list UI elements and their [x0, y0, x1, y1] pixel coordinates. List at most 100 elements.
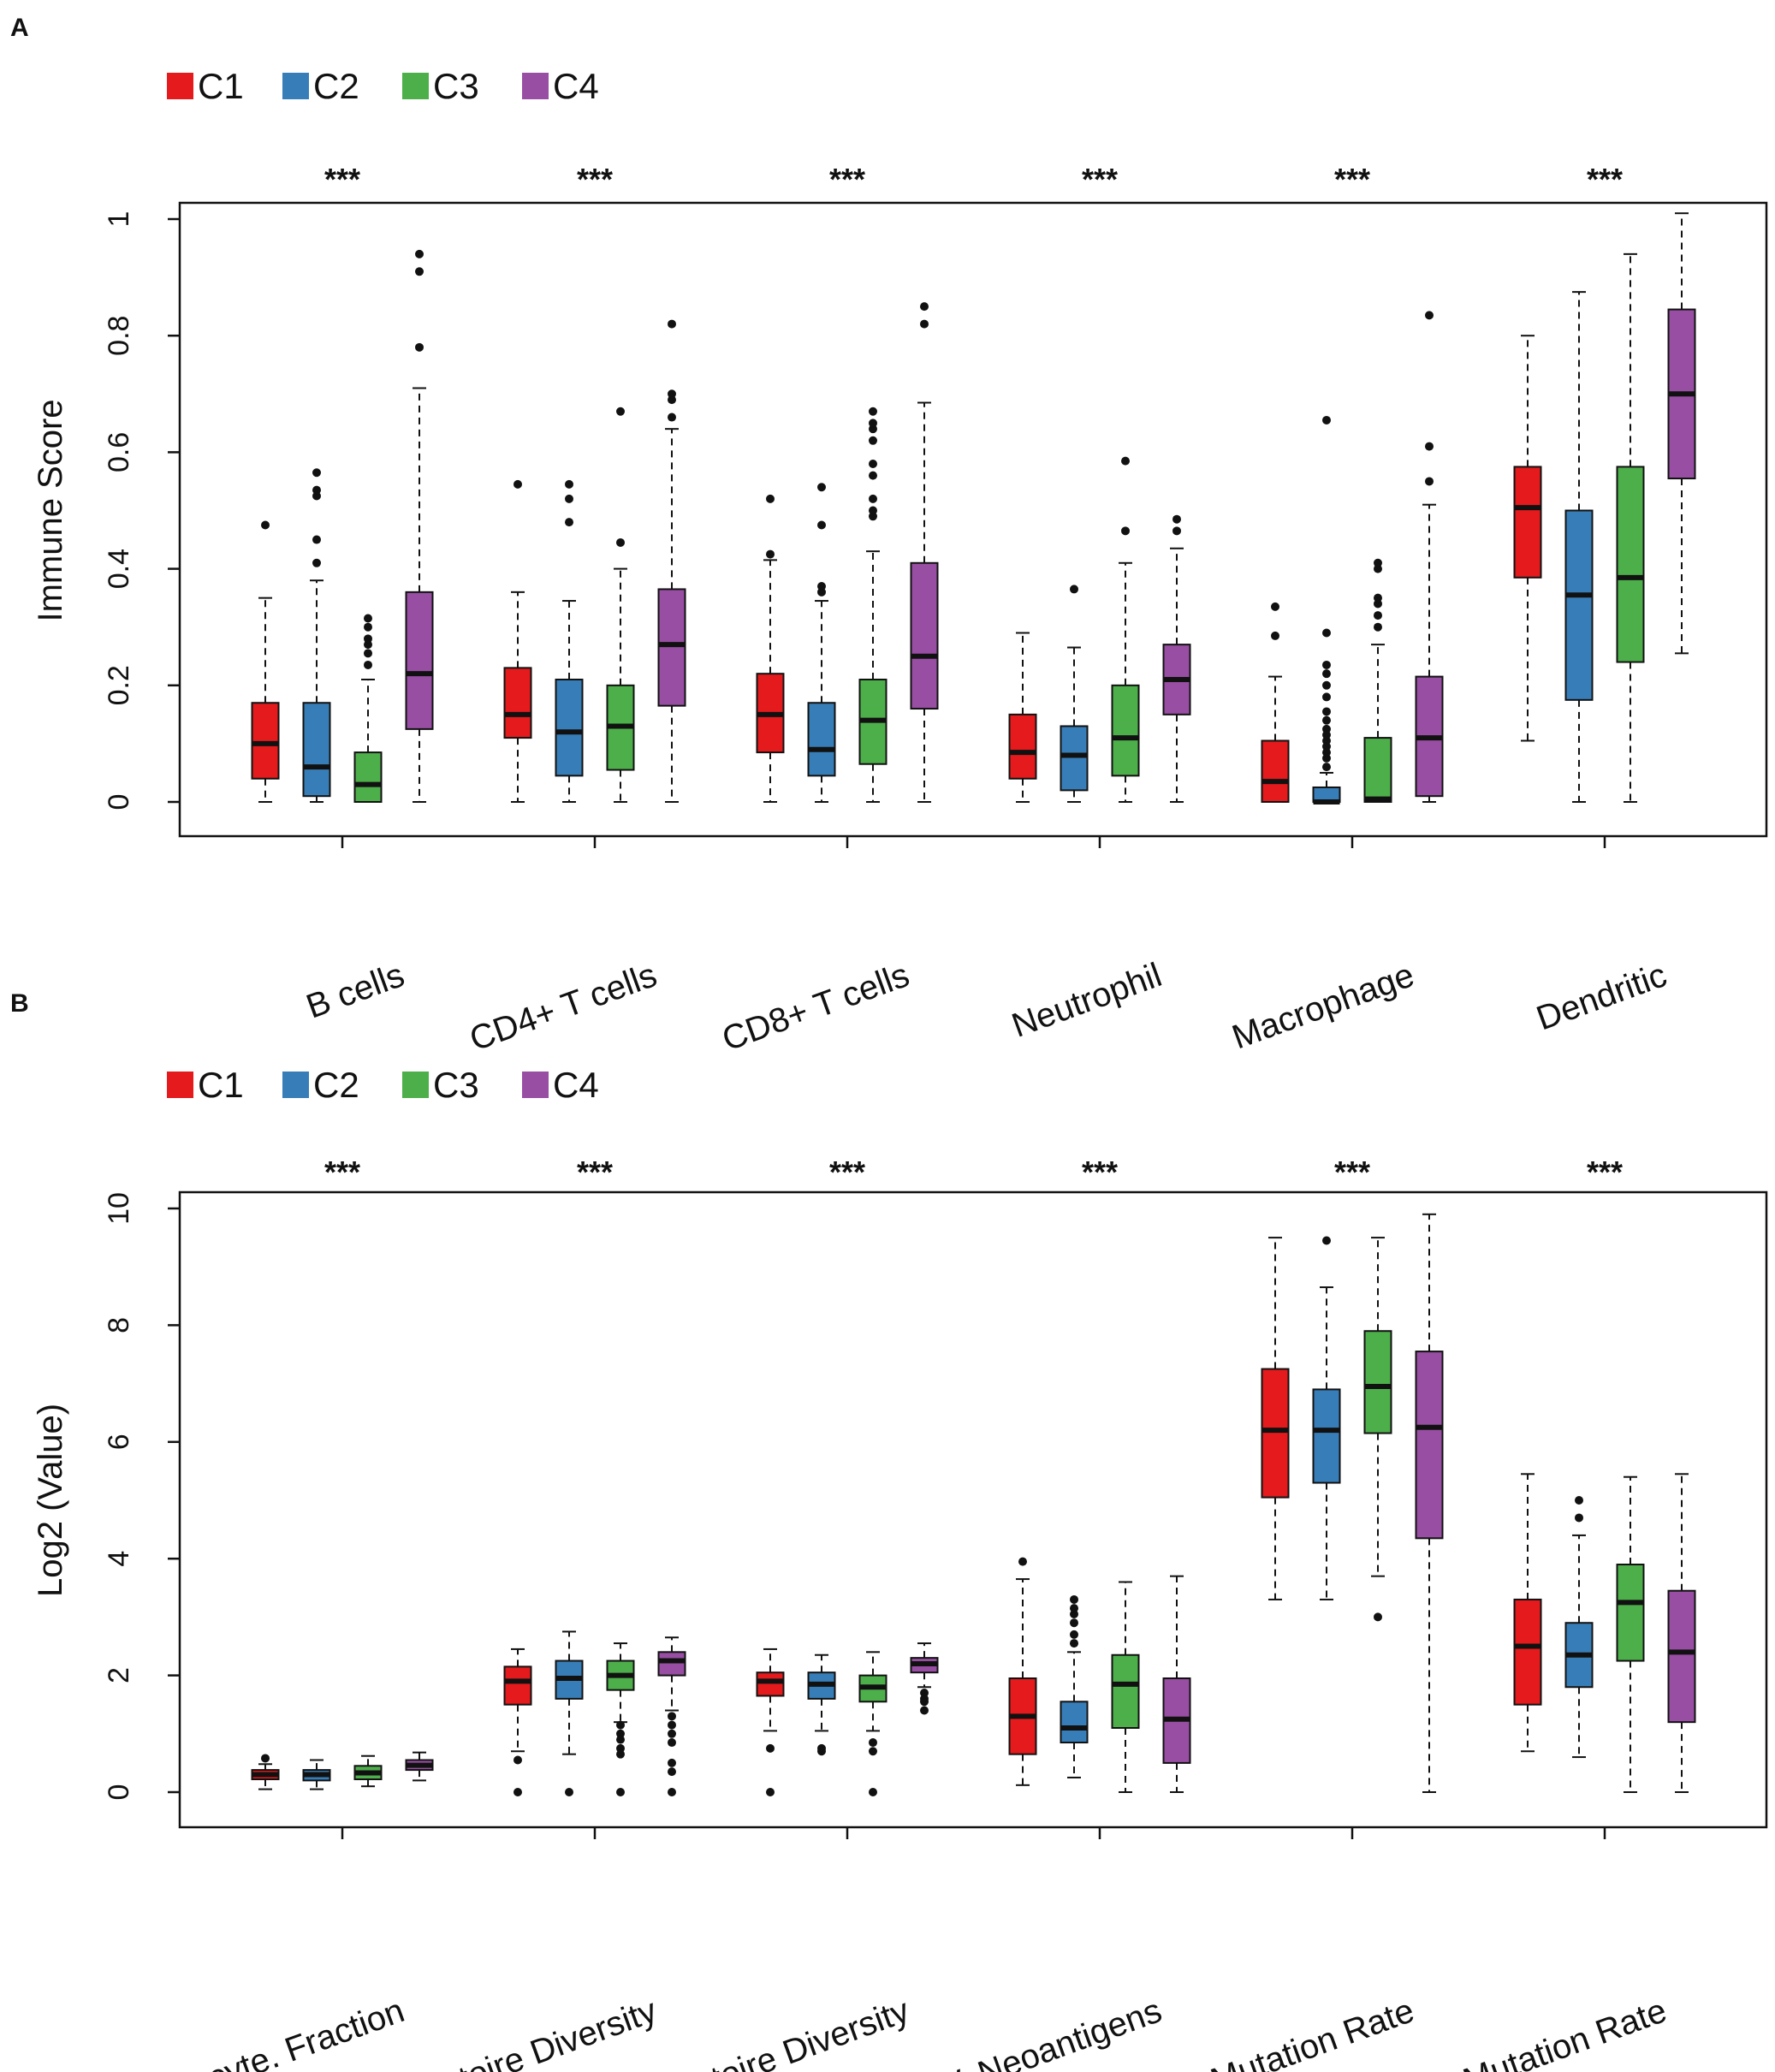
outlier-point [364, 660, 372, 669]
outlier-point [869, 436, 877, 445]
outlier-point [817, 582, 826, 591]
box-c4-0 [405, 1751, 434, 1782]
box-c1-2 [756, 494, 785, 803]
outlier-point [1425, 477, 1434, 486]
outlier-point [364, 622, 372, 632]
box-c3-0 [353, 614, 383, 803]
significance-label: *** [324, 162, 360, 197]
outlier-point [1322, 660, 1331, 669]
legend-swatch-c4 [522, 73, 549, 99]
outlier-point [1322, 628, 1331, 638]
significance-label: *** [1587, 1155, 1623, 1190]
legend-label-c1: C1 [198, 1065, 244, 1105]
outlier-point [415, 342, 424, 352]
x-tick-label: Dendritic [1532, 956, 1671, 1037]
y-axis-label: Log2 (Value) [32, 1404, 69, 1597]
box-body [1060, 1701, 1089, 1744]
outlier-point [261, 1754, 270, 1763]
box-body [555, 678, 584, 777]
box-c4-0 [405, 249, 434, 803]
y-axis: 0 2 4 6 8 10 Log2 (Value) [32, 1192, 180, 1800]
outlier-point [817, 483, 826, 492]
outlier-point [415, 267, 424, 276]
box-c2-0 [302, 468, 331, 803]
legend: C1 C2 C3 C4 [167, 66, 599, 106]
outlier-point [668, 1712, 676, 1721]
box-c2-4 [1312, 415, 1341, 804]
outlier-point [616, 537, 625, 547]
box-body [657, 588, 686, 707]
significance-label: *** [1082, 1155, 1118, 1190]
box-c1-0 [251, 520, 280, 803]
outlier-point [766, 1743, 775, 1753]
box-c4-2 [910, 1642, 939, 1715]
outlier-point [1425, 442, 1434, 451]
outlier-point [668, 1720, 676, 1730]
box-c3-5 [1616, 252, 1645, 803]
significance-label: *** [1334, 1155, 1370, 1190]
box-c4-1 [657, 319, 686, 803]
outlier-point [668, 413, 676, 422]
box-c4-3 [1162, 1575, 1191, 1793]
box-c2-3 [1060, 1594, 1089, 1778]
box-c4-5 [1667, 212, 1696, 655]
box-c4-1 [657, 1636, 686, 1796]
box-body [1312, 1388, 1341, 1484]
outlier-point [1271, 602, 1279, 611]
outlier-point [920, 1697, 929, 1707]
x-tick-label: Leukocyte. Fraction [116, 1992, 409, 2072]
outlier-point [920, 1706, 929, 1715]
x-tick-label: B cells [301, 956, 409, 1026]
outlier-point [869, 471, 877, 480]
outlier-point [1070, 585, 1078, 594]
outlier-point [1374, 622, 1382, 632]
outlier-point [869, 419, 877, 428]
outlier-point [1172, 514, 1181, 524]
outlier-point [869, 506, 877, 515]
outlier-point [1322, 692, 1331, 702]
box-c4-5 [1667, 1473, 1696, 1793]
outlier-point [1121, 456, 1130, 466]
box-c1-4 [1261, 1237, 1290, 1600]
legend-swatch-c3 [402, 1072, 429, 1098]
box-c2-5 [1564, 1496, 1594, 1759]
outlier-point [1575, 1513, 1583, 1523]
box-body [503, 1665, 532, 1706]
significance-label: *** [324, 1155, 360, 1190]
outlier-point [1322, 707, 1331, 716]
outlier-point [565, 479, 573, 489]
box-c3-5 [1616, 1475, 1645, 1793]
outlier-point [869, 407, 877, 416]
box-body [1261, 1368, 1290, 1499]
outlier-point [668, 319, 676, 329]
box-c1-5 [1513, 335, 1542, 742]
legend-label-c1: C1 [198, 66, 244, 106]
outlier-point [514, 1755, 522, 1765]
legend-label-c4: C4 [553, 1065, 599, 1105]
significance-label: *** [1334, 162, 1370, 197]
legend-label-c2: C2 [313, 1065, 359, 1105]
box-body [503, 667, 532, 739]
outlier-point [312, 535, 321, 544]
box-c3-4 [1363, 558, 1392, 804]
y-tick-label: 0.6 [103, 432, 135, 472]
legend-swatch-c1 [167, 73, 193, 99]
legend-label-c3: C3 [433, 66, 479, 106]
y-tick-label: 0 [103, 794, 135, 810]
legend-swatch-c3 [402, 73, 429, 99]
outlier-point [616, 407, 625, 416]
box-body [1111, 1653, 1140, 1729]
legend-swatch-c2 [282, 1072, 309, 1098]
box-c2-4 [1312, 1236, 1341, 1600]
box-c3-3 [1111, 1581, 1140, 1793]
box-body [251, 702, 280, 780]
box-body [1008, 713, 1037, 780]
outlier-point [668, 389, 676, 399]
box-body [1111, 684, 1140, 777]
box-c3-2 [858, 407, 888, 803]
panel-b: B C1 C2 C3 C4 0 2 4 6 8 10 Log2 (Value) Leukocyte. F… [10, 989, 1768, 2072]
outlier-point [616, 1735, 625, 1744]
box-c2-2 [807, 1653, 836, 1756]
outlier-point [616, 1749, 625, 1759]
